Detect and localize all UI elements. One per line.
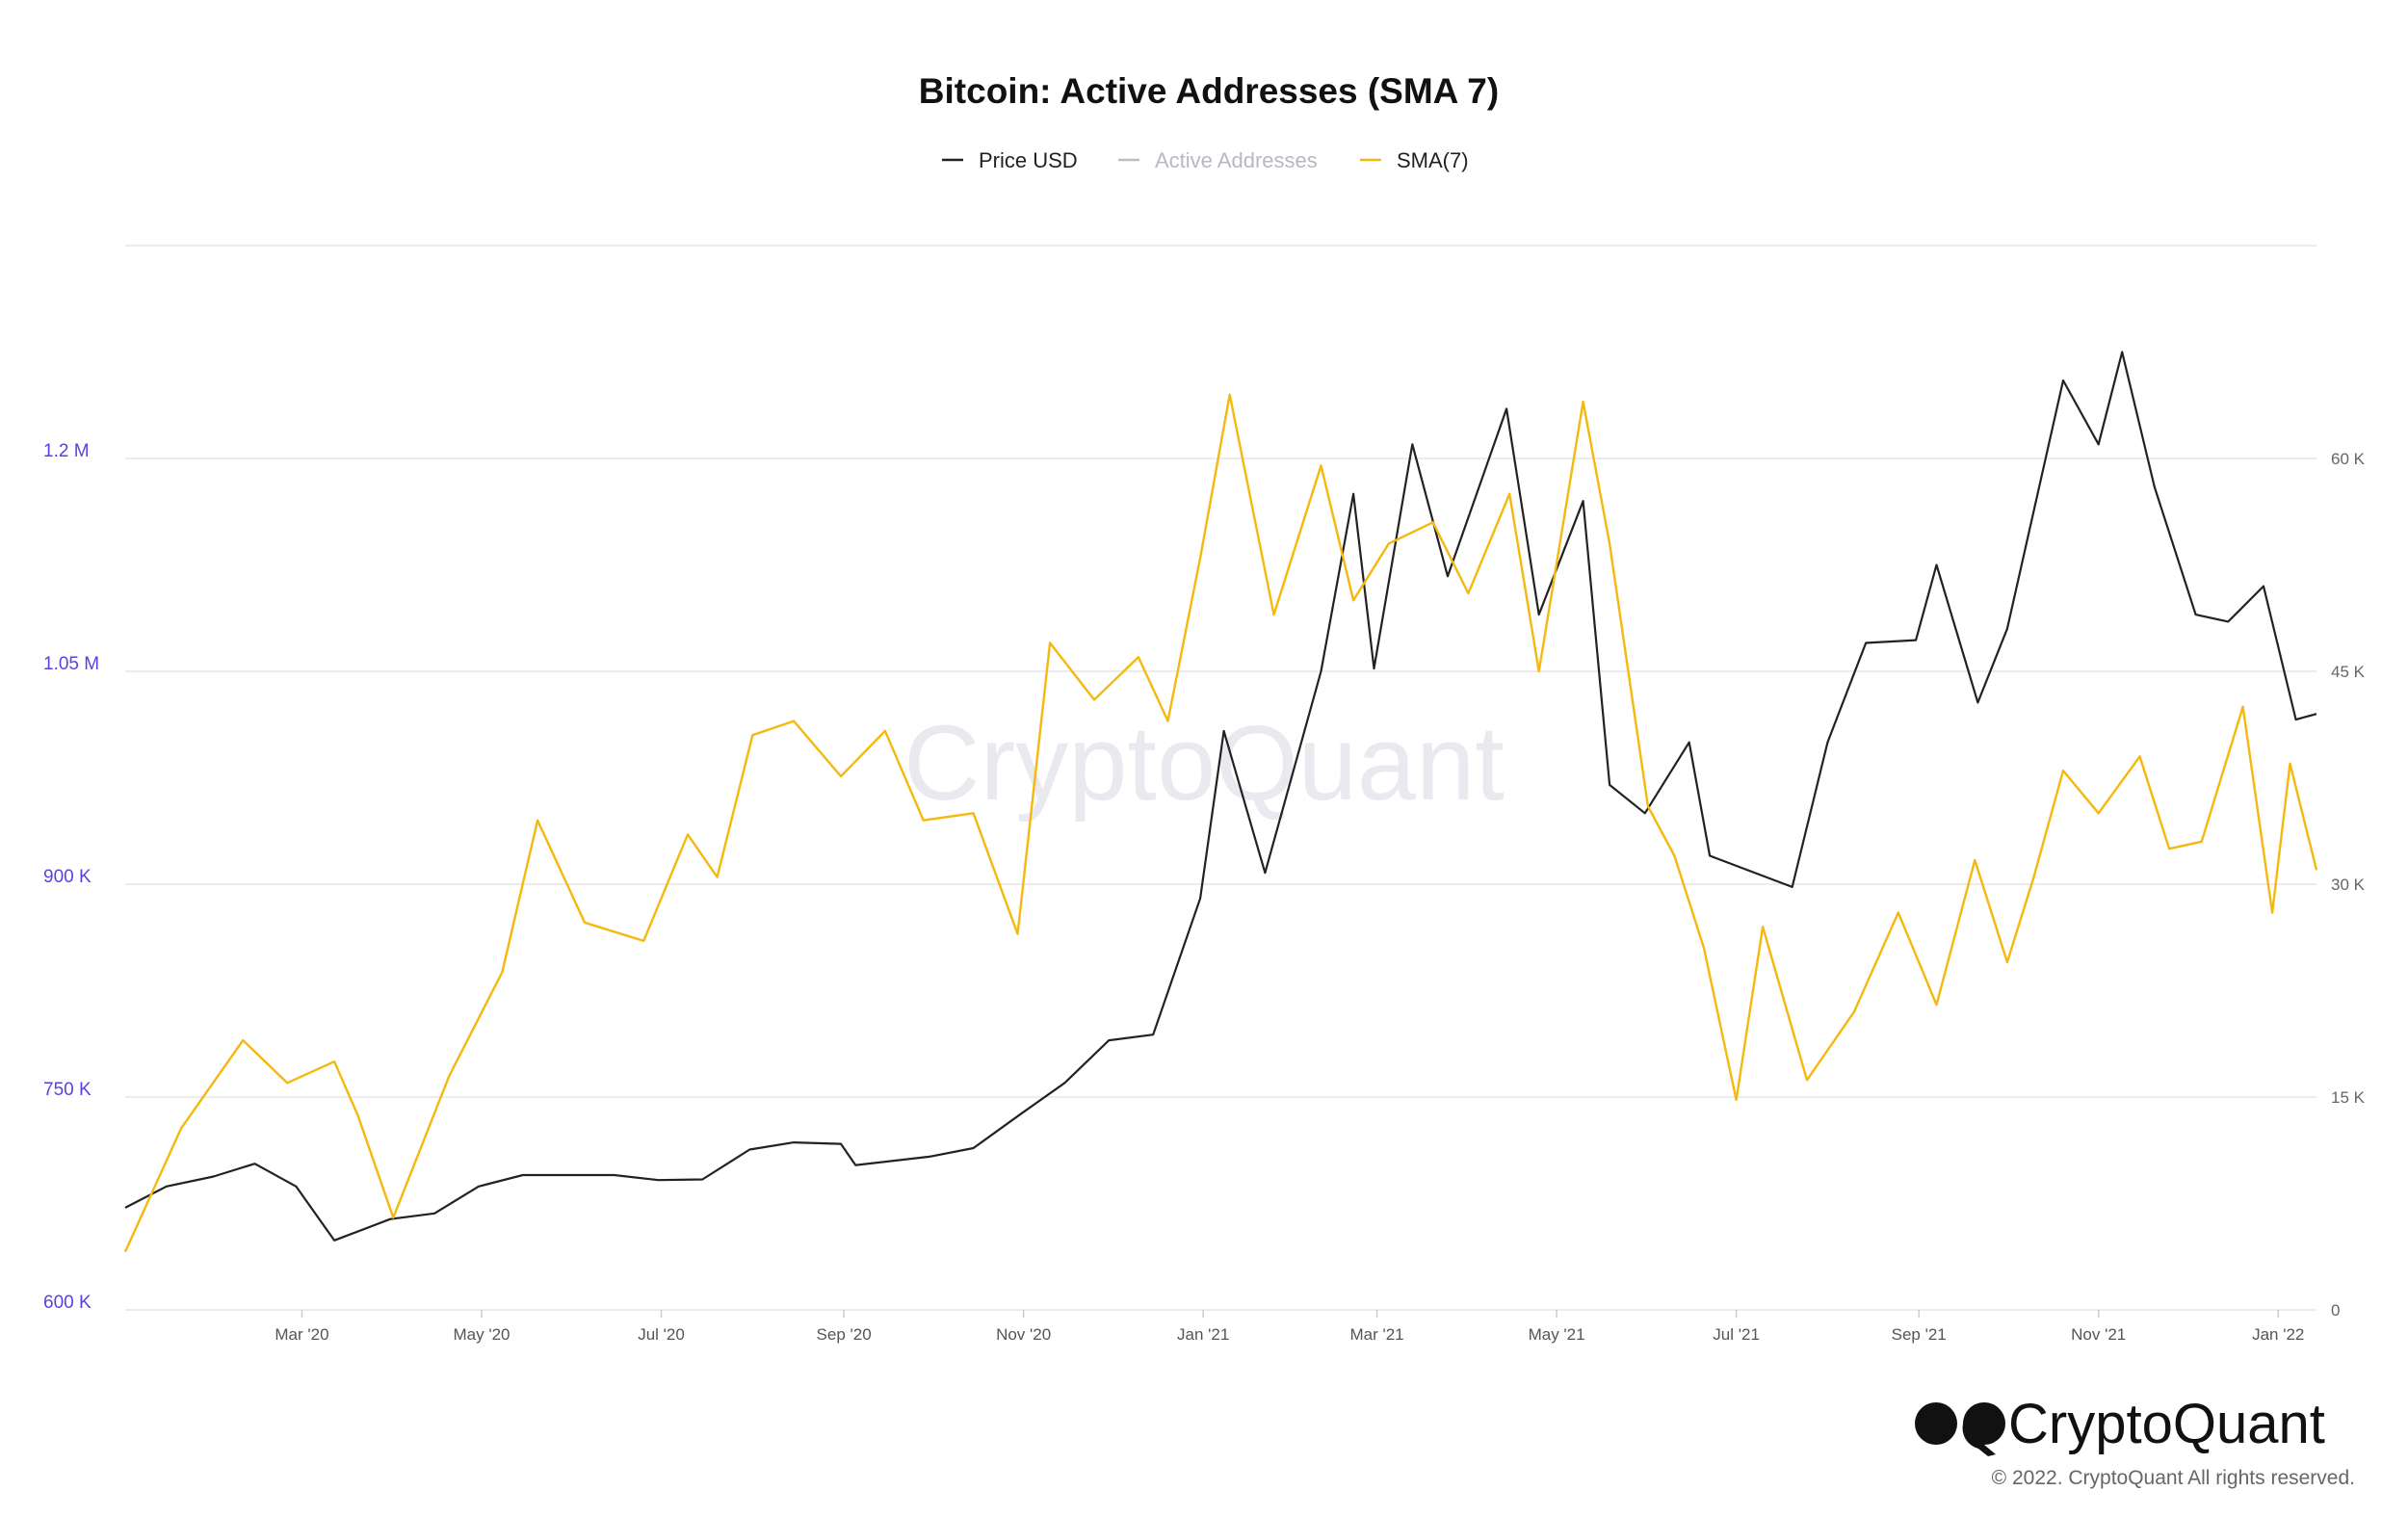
x-tick-label: Nov '21	[2071, 1325, 2126, 1344]
grid-lines	[125, 245, 2316, 1311]
x-tick-label: May '21	[1529, 1325, 1585, 1344]
left-axis: 600 K 750 K 900 K 1.05 M 1.2 M	[43, 441, 99, 1313]
y-left-tick-label: 900 K	[43, 867, 92, 887]
x-tick-label: Jan '22	[2252, 1325, 2304, 1344]
x-tick-label: Jul '20	[638, 1325, 685, 1344]
x-tick-label: May '20	[453, 1325, 510, 1344]
y-right-tick-label: 60 K	[2331, 450, 2366, 468]
y-left-tick-label: 1.05 M	[43, 654, 99, 674]
y-left-tick-label: 600 K	[43, 1293, 92, 1313]
x-tick-label: Nov '20	[996, 1325, 1051, 1344]
brand-name: CryptoQuant	[2008, 1393, 2325, 1455]
sma-7-line	[123, 393, 2318, 1253]
chart-title: Bitcoin: Active Addresses (SMA 7)	[919, 71, 1499, 111]
y-left-tick-label: 750 K	[43, 1080, 92, 1100]
brand-block: CryptoQuant © 2022. CryptoQuant All righ…	[1915, 1393, 2355, 1489]
legend-item[interactable]: SMA(7)	[1360, 148, 1469, 172]
legend-item[interactable]: Price USD	[942, 148, 1078, 172]
right-axis: 0 15 K 30 K 45 K 60 K	[2331, 450, 2366, 1320]
legend-item[interactable]: Active Addresses	[1118, 148, 1318, 172]
legend-label: Active Addresses	[1155, 148, 1318, 172]
y-right-tick-label: 0	[2331, 1301, 2340, 1320]
x-axis: Mar '20 May '20 Jul '20 Sep '20 Nov '20 Jan '…	[275, 1310, 2304, 1344]
x-tick-label: Jul '21	[1713, 1325, 1760, 1344]
series-layer	[123, 351, 2318, 1253]
cryptoquant-logo-icon	[1915, 1402, 2005, 1456]
x-tick-label: Jan '21	[1177, 1325, 1229, 1344]
y-right-tick-label: 15 K	[2331, 1088, 2366, 1107]
watermark: CryptoQuant	[903, 704, 1505, 823]
y-left-tick-label: 1.2 M	[43, 441, 90, 461]
copyright-text: © 2022. CryptoQuant All rights reserved.	[1992, 1467, 2355, 1489]
y-right-tick-label: 30 K	[2331, 876, 2366, 894]
x-tick-label: Sep '20	[817, 1325, 872, 1344]
y-right-tick-label: 45 K	[2331, 663, 2366, 681]
legend-label: SMA(7)	[1397, 148, 1469, 172]
x-tick-label: Mar '20	[275, 1325, 328, 1344]
legend-label: Price USD	[979, 148, 1078, 172]
x-tick-label: Mar '21	[1349, 1325, 1403, 1344]
legend[interactable]: Price USD Active Addresses SMA(7)	[942, 148, 1469, 172]
x-tick-label: Sep '21	[1892, 1325, 1947, 1344]
